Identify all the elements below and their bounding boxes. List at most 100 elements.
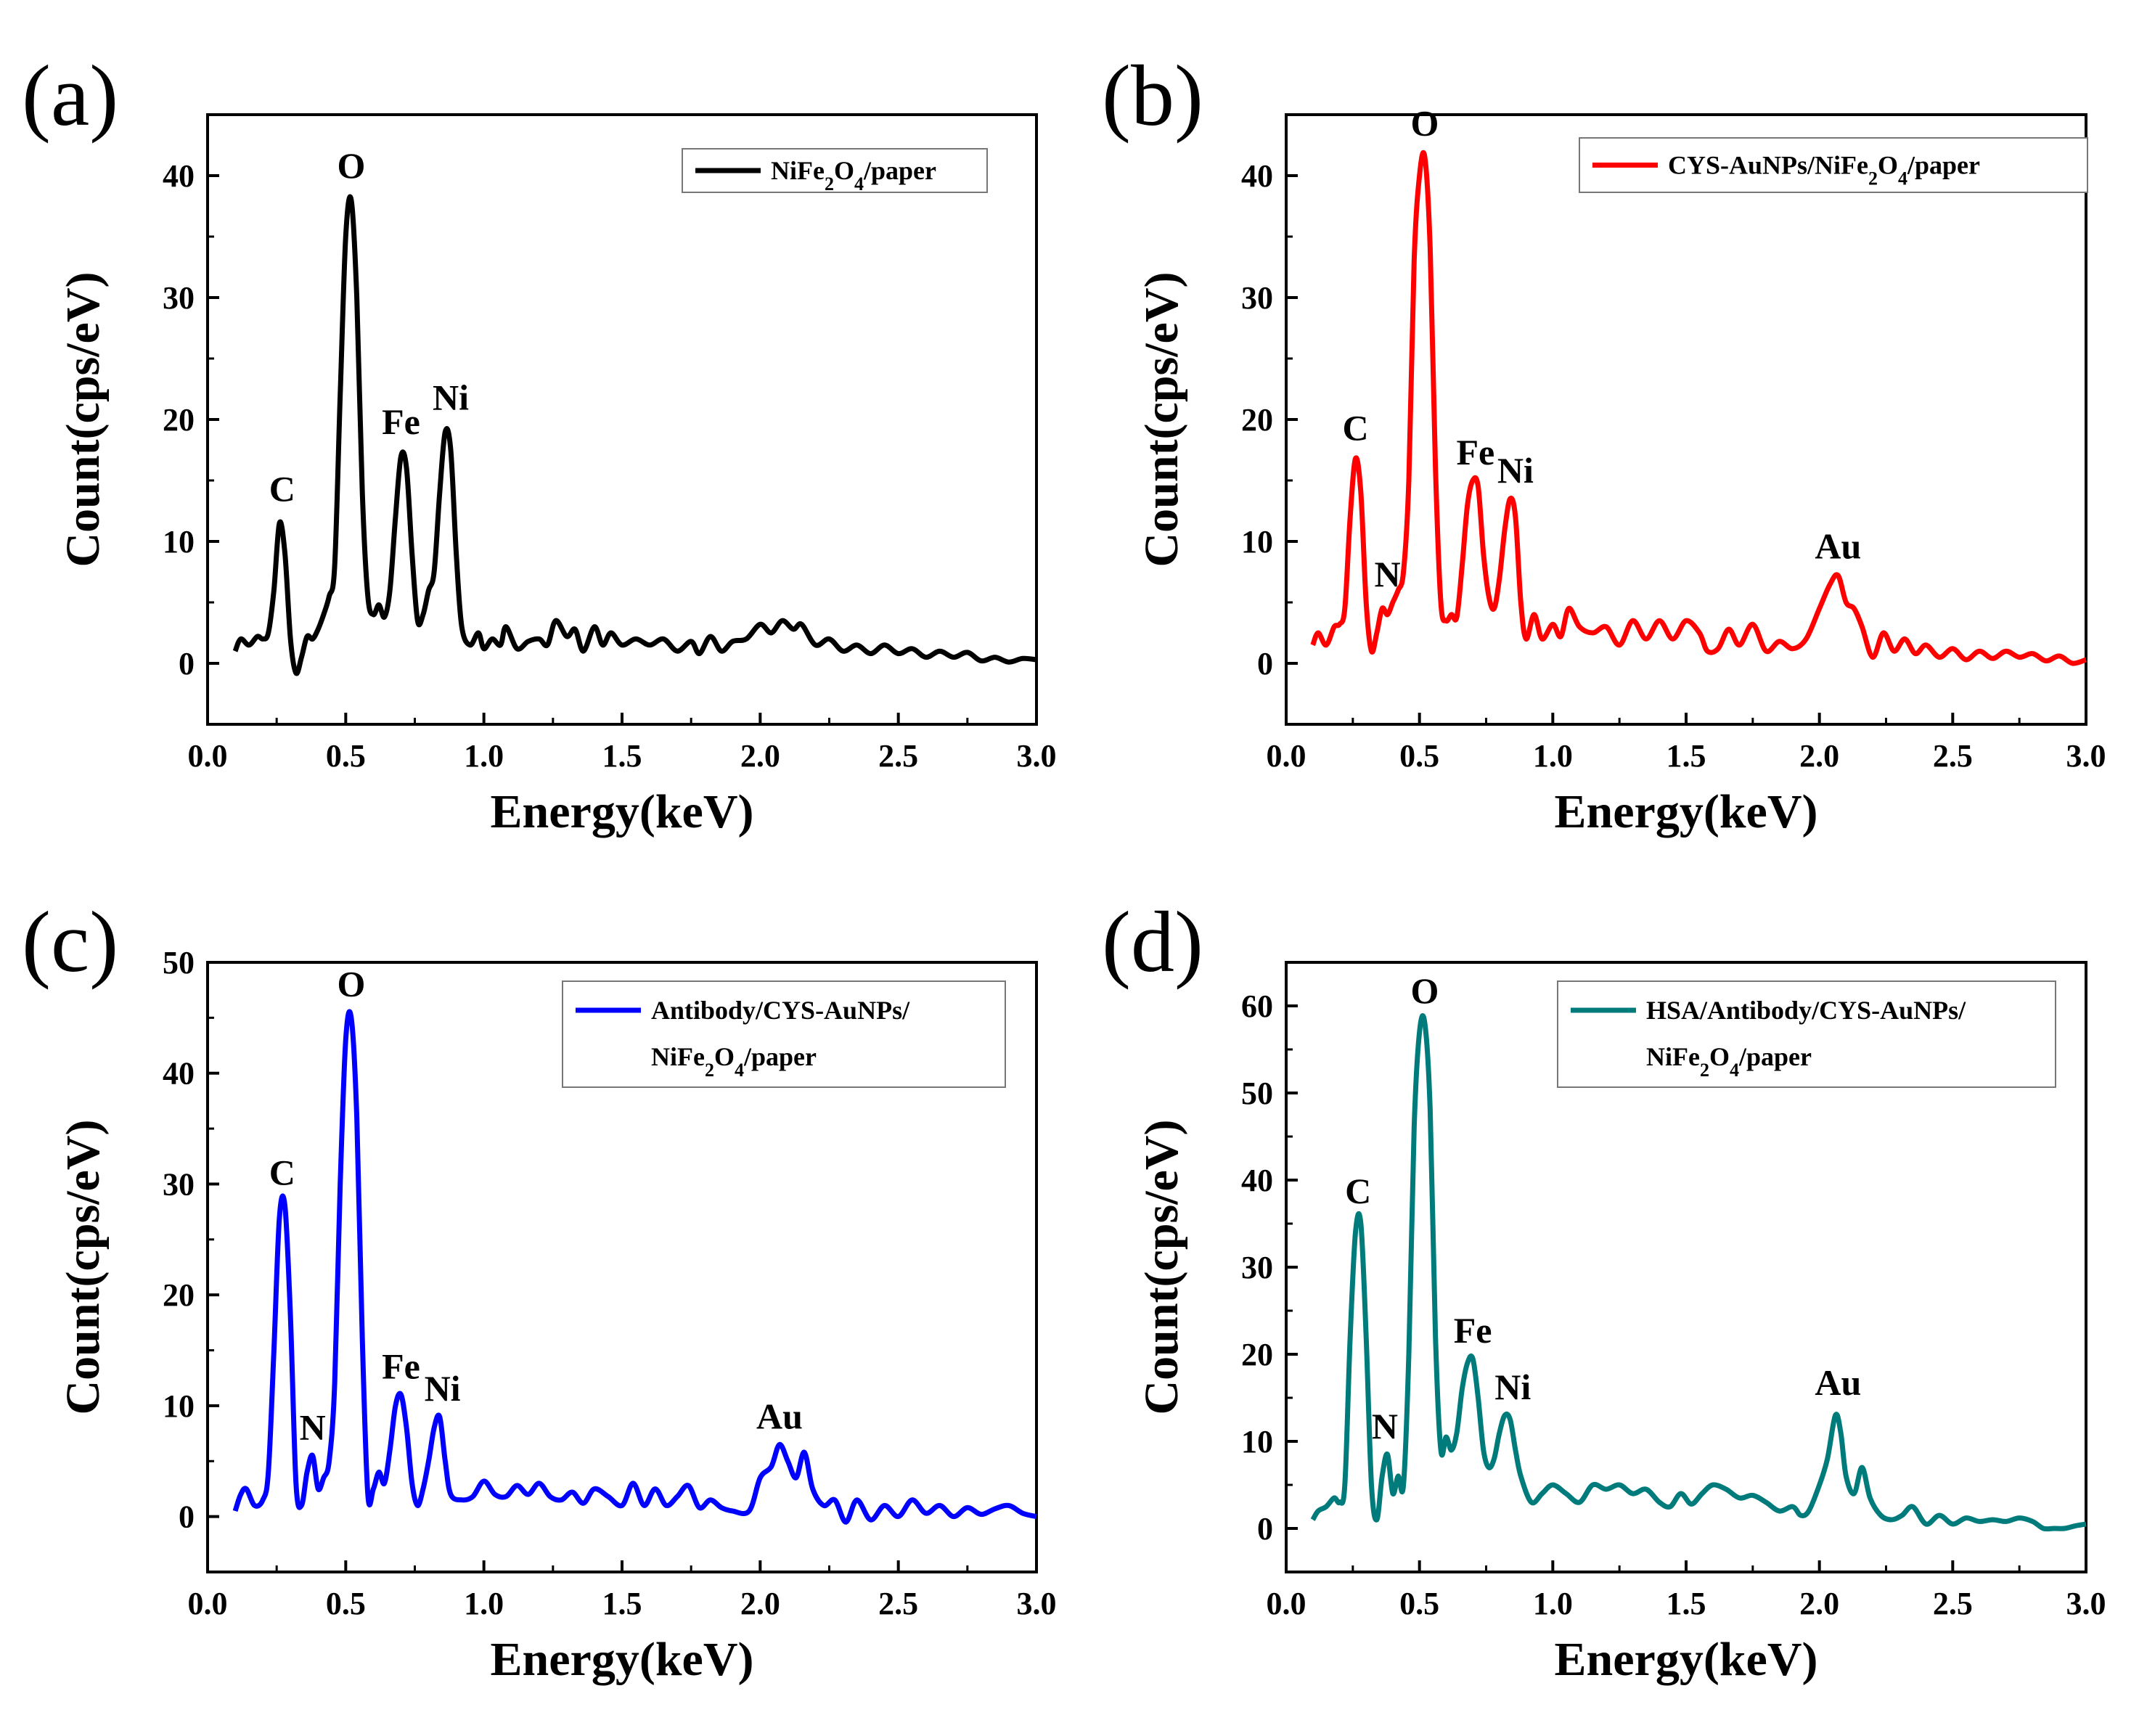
x-tick-label: 1.5 [602, 738, 642, 774]
x-tick-label: 2.5 [1933, 738, 1973, 774]
panel-c: (c) 0.0 0.5 1.0 1.5 2.0 2.5 3.0 0 10 20 30 40 50 Energ… [22, 893, 1057, 1686]
x-tick-label: 2.5 [878, 738, 918, 774]
peak-label-n: N [1372, 1406, 1398, 1446]
x-tick-label: 1.0 [464, 738, 504, 774]
x-tick-label: 2.5 [1933, 1586, 1973, 1621]
x-tick-label: 0.0 [1267, 1586, 1306, 1621]
peak-label-n: N [1375, 554, 1401, 594]
peak-label-o: O [337, 964, 365, 1004]
peak-label-ni: Ni [1494, 1367, 1531, 1407]
y-tick-label: 20 [163, 1277, 195, 1313]
y-tick-label: 60 [1241, 988, 1273, 1024]
legend-box [562, 980, 1006, 1088]
x-tick-label: 3.0 [2066, 738, 2106, 774]
y-tick-label: 30 [163, 280, 195, 316]
y-tick-label: 0 [1257, 1511, 1273, 1547]
x-tick-label: 3.0 [1017, 738, 1057, 774]
y-tick-label: 50 [163, 945, 195, 980]
x-axis-title: Energy(keV) [1555, 1633, 1818, 1686]
peak-label-o: O [1411, 102, 1439, 143]
peak-label-c: C [1342, 407, 1368, 448]
peak-label-ni: Ni [433, 377, 469, 417]
x-tick-label: 0.0 [188, 738, 228, 774]
x-tick-label: 2.0 [740, 1586, 780, 1621]
peak-label-au: Au [1815, 1362, 1861, 1403]
x-tick-label: 1.5 [1667, 1586, 1706, 1621]
y-tick-label: 30 [1241, 1250, 1273, 1285]
y-tick-label: 40 [163, 1056, 195, 1092]
panel-letter-d: (d) [1102, 893, 1203, 990]
peak-label-c: C [269, 1152, 295, 1192]
x-tick-label: 3.0 [1017, 1586, 1057, 1621]
x-tick-label: 2.0 [740, 738, 780, 774]
y-tick-label: 50 [1241, 1076, 1273, 1111]
y-tick-label: 40 [1241, 1163, 1273, 1198]
peak-label-ni: Ni [425, 1368, 461, 1409]
peak-label-o: O [1411, 970, 1439, 1011]
y-tick-label: 40 [1241, 158, 1273, 194]
x-axis-title: Energy(keV) [491, 1633, 754, 1686]
peak-label-c: C [269, 468, 295, 509]
x-tick-label: 0.5 [326, 738, 366, 774]
y-tick-label: 10 [1241, 1424, 1273, 1459]
panel-d: (d) 0.0 0.5 1.0 1.5 2.0 2.5 3.0 0 10 20 30 40 50 60 Ene… [1102, 893, 2106, 1686]
legend-label: HSA/Antibody/CYS-AuNPs/ [1646, 996, 1966, 1025]
x-tick-label: 1.0 [1533, 1586, 1573, 1621]
peak-label-n: N [300, 1407, 326, 1448]
peak-label-au: Au [756, 1396, 803, 1436]
legend-box [1579, 137, 2088, 193]
peak-label-c: C [1345, 1171, 1371, 1211]
spectrum-line-d [1310, 1013, 2087, 1532]
x-tick-label: 1.0 [1533, 738, 1573, 774]
legend-label: CYS-AuNPs/NiFe2O4/paper [1668, 151, 1980, 189]
x-axis-title: Energy(keV) [491, 785, 754, 838]
legend-box [1557, 980, 2056, 1088]
x-tick-label: 3.0 [2066, 1586, 2106, 1621]
peak-label-fe: Fe [1454, 1310, 1492, 1351]
peak-label-au: Au [1815, 525, 1861, 566]
x-tick-label: 2.5 [878, 1586, 918, 1621]
panel-b: (b) 0.0 0.5 1.0 1.5 2.0 2.5 3.0 0 10 20 30 40 Energy(… [1102, 47, 2106, 838]
legend-label: NiFe2O4/paper [771, 156, 936, 195]
plot-frame-a [206, 113, 1038, 726]
legend-c: Antibody/CYS-AuNPs/NiFe2O4/paper [562, 980, 1006, 1088]
x-axis-title: Energy(keV) [1555, 785, 1818, 838]
y-axis-title: Count(cps/eV) [1135, 272, 1188, 568]
y-tick-label: 30 [1241, 280, 1273, 316]
y-axis-title: Count(cps/eV) [57, 272, 110, 568]
peak-label-o: O [337, 145, 365, 186]
y-tick-label: 0 [179, 646, 195, 681]
panel-letter-c: (c) [22, 893, 118, 990]
peak-label-ni: Ni [1497, 450, 1534, 491]
x-tick-label: 0.5 [1399, 738, 1439, 774]
y-tick-label: 20 [1241, 1337, 1273, 1372]
x-tick-label: 0.0 [188, 1586, 228, 1621]
y-tick-label: 20 [163, 402, 195, 438]
panel-a: (a) 0.0 0.5 1.0 1.5 2.0 2.5 3.0 0 10 20 30 40 Energy(… [22, 47, 1057, 838]
y-tick-label: 20 [1241, 402, 1273, 438]
y-tick-label: 0 [1257, 646, 1273, 681]
y-axis-title: Count(cps/eV) [1135, 1120, 1188, 1415]
x-tick-label: 0.0 [1267, 738, 1306, 774]
legend-label: Antibody/CYS-AuNPs/ [651, 996, 910, 1025]
y-tick-label: 30 [163, 1166, 195, 1202]
x-tick-label: 1.0 [464, 1586, 504, 1621]
legend-a: NiFe2O4/paper [682, 148, 988, 195]
legend-label: NiFe2O4/paper [651, 1042, 817, 1081]
y-tick-label: 0 [179, 1499, 195, 1535]
panel-letter-a: (a) [22, 47, 118, 144]
legend-label: NiFe2O4/paper [1646, 1042, 1812, 1081]
x-tick-label: 2.0 [1799, 1586, 1839, 1621]
y-tick-label: 10 [163, 524, 195, 560]
peak-label-fe: Fe [382, 1346, 420, 1387]
x-tick-label: 0.5 [1399, 1586, 1439, 1621]
x-tick-label: 1.5 [602, 1586, 642, 1621]
x-tick-label: 0.5 [326, 1586, 366, 1621]
y-tick-label: 10 [163, 1388, 195, 1424]
legend-d: HSA/Antibody/CYS-AuNPs/NiFe2O4/paper [1557, 980, 2056, 1088]
spectrum-line-c [232, 1009, 1037, 1525]
y-tick-label: 40 [163, 158, 195, 194]
y-axis-title: Count(cps/eV) [57, 1120, 110, 1415]
y-tick-label: 10 [1241, 524, 1273, 560]
